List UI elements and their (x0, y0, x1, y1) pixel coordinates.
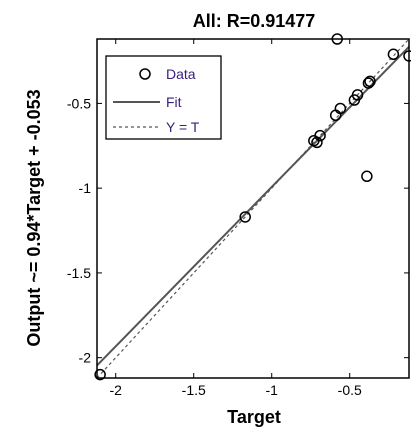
data-point (311, 136, 323, 149)
x-tick-label: -2 (109, 382, 122, 398)
identity-line (96, 38, 410, 379)
data-point (403, 50, 411, 62)
data-point (314, 129, 326, 142)
y-tick-label: -0.5 (67, 95, 91, 111)
data-point (387, 48, 400, 61)
legend-identity-label: Y = T (166, 119, 200, 135)
data-point (94, 368, 106, 381)
y-tick-label: -1.5 (67, 265, 91, 281)
legend-box (105, 55, 222, 140)
y-tick-label: -1 (79, 180, 92, 196)
legend: Data Fit Y = T (105, 55, 222, 140)
x-tick-label: -0.5 (338, 382, 362, 398)
chart-title: All: R=0.91477 (193, 11, 316, 31)
data-point (361, 170, 373, 183)
data-point (351, 89, 364, 101)
data-point (239, 211, 251, 223)
data-point (362, 77, 375, 89)
axes-box (96, 38, 410, 379)
data-point (364, 75, 376, 88)
x-tick-label: -1.5 (182, 382, 206, 398)
data-point (334, 102, 347, 115)
legend-fit-label: Fit (166, 94, 182, 110)
x-tick-label: -1 (265, 382, 278, 398)
y-tick-label: -2 (79, 350, 92, 366)
legend-data-label: Data (166, 66, 196, 82)
y-axis-label: Output ~= 0.94*Target + -0.053 (24, 89, 44, 346)
x-axis-label: Target (227, 407, 281, 427)
ticks-layer: -2 -1.5 -1 -0.5 -2 -1.5 -1 -0.5 (67, 39, 409, 398)
legend-data-marker (139, 68, 151, 80)
